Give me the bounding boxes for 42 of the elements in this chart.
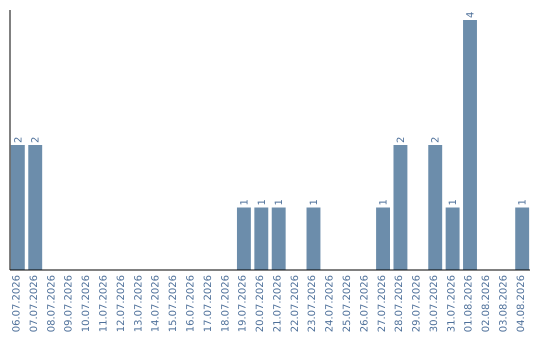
- x-tick-label: 04.08.2026: [516, 275, 527, 332]
- x-tick-label: 07.07.2026: [28, 275, 40, 332]
- data-label: 1: [256, 199, 268, 206]
- data-label: 2: [430, 136, 442, 143]
- x-tick-label: 21.07.2026: [272, 275, 284, 332]
- data-label: 2: [30, 136, 42, 143]
- data-label: 1: [378, 199, 390, 206]
- data-label: 4: [466, 12, 476, 18]
- x-tick-label: 15.07.2026: [168, 275, 180, 332]
- x-tick-label: 12.07.2026: [116, 275, 127, 332]
- x-tick-label: 18.07.2026: [220, 275, 232, 332]
- data-label: 1: [308, 199, 320, 206]
- x-tick-label: 27.07.2026: [376, 275, 388, 332]
- data-label: 1: [518, 199, 529, 206]
- x-tick-label: 26.07.2026: [359, 275, 370, 332]
- x-tick-label: 02.08.2026: [481, 275, 492, 332]
- x-tick-label: 14.07.2026: [150, 275, 162, 332]
- x-tick-label: 08.07.2026: [46, 275, 58, 332]
- x-tick-label: 10.07.2026: [81, 275, 92, 332]
- x-tick-label: 28.07.2026: [394, 275, 406, 332]
- x-tick-label: 09.07.2026: [64, 275, 75, 332]
- x-tick-label: 01.08.2026: [464, 275, 475, 332]
- x-tick-label: 16.07.2026: [185, 275, 196, 332]
- data-label: 1: [274, 199, 286, 206]
- x-tick-label: 25.07.2026: [342, 275, 353, 332]
- x-tick-label: 22.07.2026: [290, 275, 301, 332]
- x-tick-label: 29.07.2026: [412, 275, 423, 332]
- x-tick-label: 30.07.2026: [428, 275, 440, 332]
- x-tick-label: 06.07.2026: [12, 275, 23, 332]
- data-label: 2: [13, 136, 24, 143]
- data-label: 2: [396, 136, 407, 143]
- x-tick-label: 31.07.2026: [446, 275, 458, 332]
- x-tick-label: 13.07.2026: [133, 275, 144, 332]
- x-tick-label: 03.08.2026: [498, 275, 510, 332]
- x-tick-label: 19.07.2026: [238, 275, 249, 332]
- x-tick-label: 17.07.2026: [202, 275, 214, 332]
- x-tick-label: 20.07.2026: [255, 275, 266, 332]
- data-label: 1: [448, 199, 460, 206]
- data-label: 1: [239, 199, 250, 206]
- x-tick-label: 24.07.2026: [324, 275, 336, 332]
- x-tick-label: 11.07.2026: [98, 275, 110, 332]
- x-tick-label: 23.07.2026: [307, 275, 318, 332]
